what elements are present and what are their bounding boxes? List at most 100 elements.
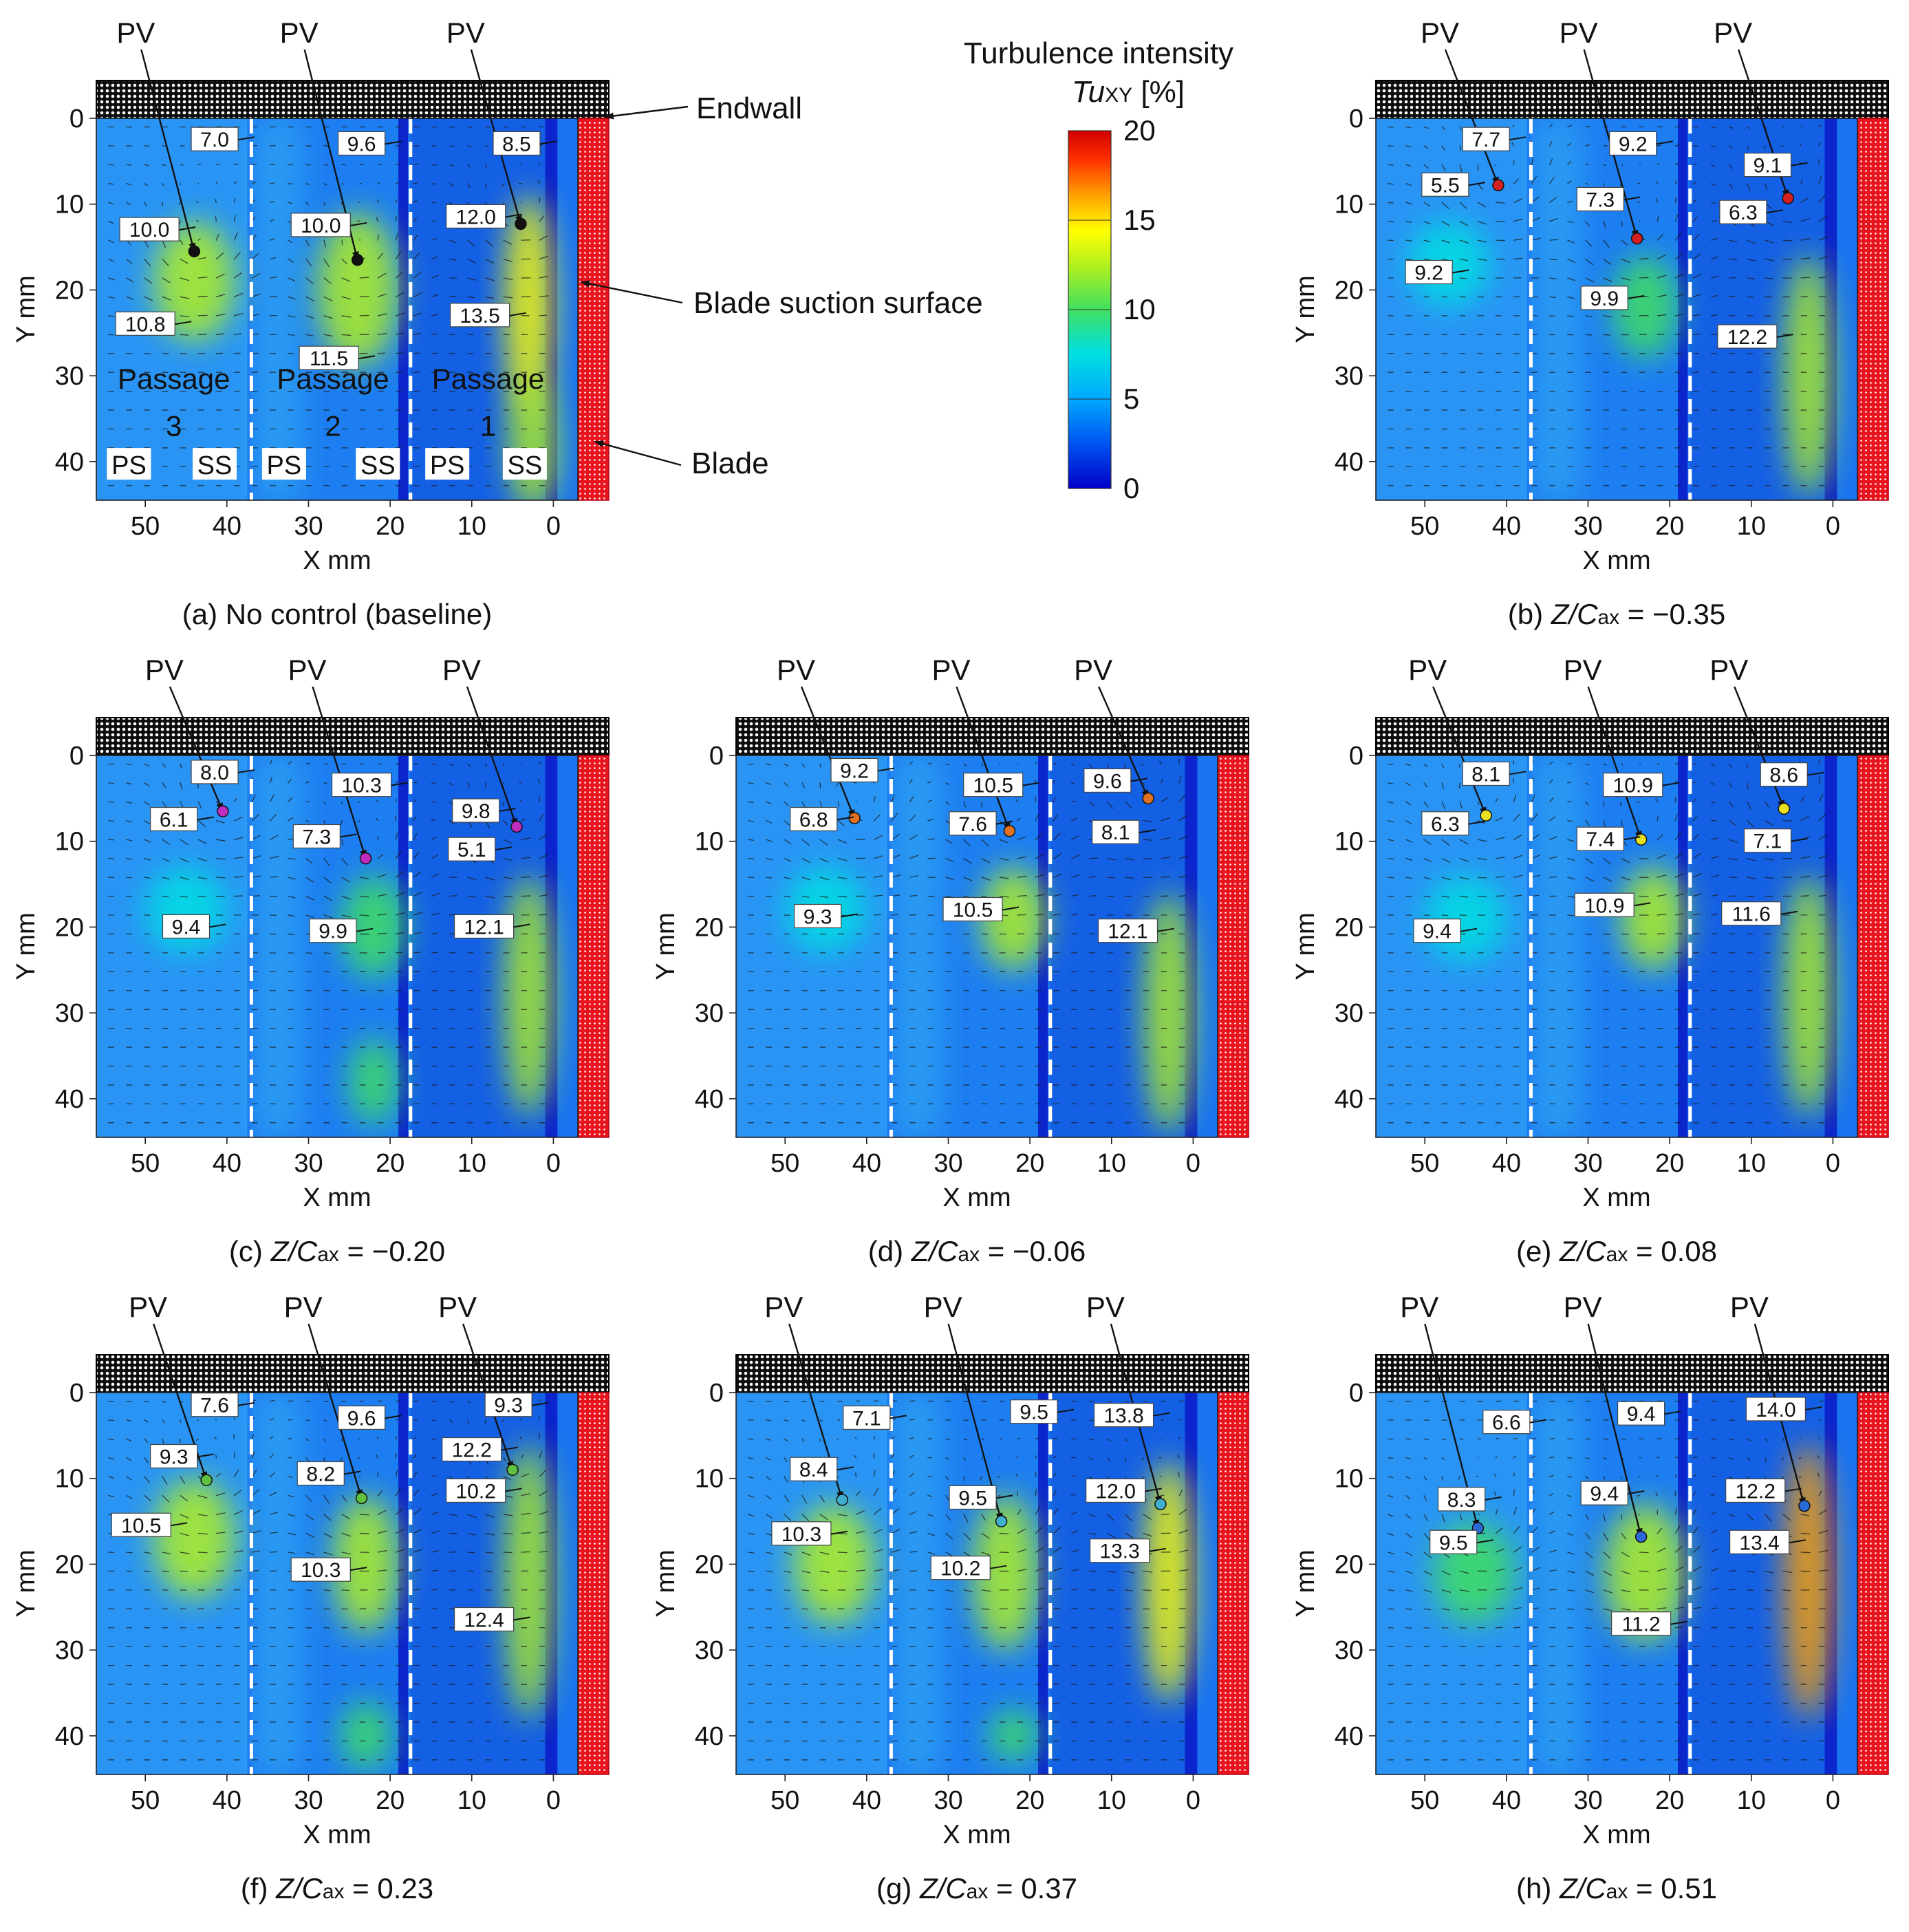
- vector: [766, 1552, 773, 1554]
- vector: [1053, 814, 1058, 822]
- vector: [1423, 126, 1429, 129]
- caption-prefix: (b): [1508, 598, 1551, 630]
- value-label: 12.2: [1735, 1480, 1775, 1503]
- vector: [1405, 1514, 1412, 1519]
- x-tick-label: 30: [294, 512, 323, 541]
- vector: [485, 239, 493, 247]
- vector: [1549, 158, 1553, 165]
- value-label: 7.4: [1586, 828, 1615, 851]
- vector: [1729, 782, 1732, 788]
- vector: [449, 763, 454, 766]
- vector: [467, 1552, 475, 1554]
- vector: [305, 1457, 309, 1461]
- vector: [1035, 1489, 1037, 1496]
- vector: [1800, 875, 1811, 878]
- x-axis-label: X mm: [1582, 1821, 1650, 1849]
- vector: [449, 258, 457, 261]
- value-label: 10.9: [1613, 775, 1653, 797]
- vector: [1782, 1514, 1791, 1521]
- value-label: 7.0: [200, 129, 229, 151]
- vector: [801, 858, 811, 863]
- vector: [376, 1454, 378, 1459]
- vector: [288, 761, 292, 765]
- vector: [108, 258, 115, 262]
- passage-number: 3: [166, 409, 182, 442]
- x-tick-label: 50: [770, 1149, 799, 1178]
- vector: [377, 164, 382, 165]
- vector: [395, 352, 403, 354]
- value-label-leader: [1468, 820, 1486, 825]
- vector: [1655, 798, 1658, 802]
- vector: [270, 219, 274, 222]
- vector: [1603, 1457, 1607, 1460]
- vector: [1567, 258, 1575, 263]
- vector: [784, 1552, 792, 1556]
- vector: [1441, 1570, 1451, 1576]
- vector: [431, 238, 438, 241]
- vector: [927, 781, 932, 784]
- vector: [108, 239, 114, 244]
- value-label-box: [790, 806, 838, 832]
- value-label-box: [1090, 1538, 1150, 1563]
- vector: [1070, 1588, 1079, 1591]
- value-label-box: [942, 897, 1003, 922]
- vector: [233, 1510, 243, 1515]
- vector: [1531, 813, 1538, 822]
- value-label-box: [930, 1556, 991, 1580]
- blade-strip: [577, 1392, 610, 1775]
- value-label: 12.4: [464, 1609, 504, 1632]
- value-label-leader: [178, 226, 196, 231]
- vector: [1161, 817, 1170, 822]
- vector: [981, 1589, 991, 1592]
- value-label-box: [446, 1478, 506, 1503]
- value-label-leader: [1664, 1410, 1681, 1415]
- hotspot: [504, 1443, 554, 1719]
- y-axis-label: Y mm: [1291, 912, 1320, 980]
- vortex-core-marker: [188, 245, 201, 258]
- vector: [1107, 1570, 1116, 1574]
- vector: [1818, 793, 1824, 802]
- vector: [484, 1419, 486, 1424]
- vector: [1692, 913, 1701, 916]
- value-label-leader: [1670, 1620, 1687, 1625]
- caption-value: = 0.08: [1628, 1235, 1717, 1267]
- vector: [1692, 893, 1702, 897]
- vector: [305, 1552, 314, 1556]
- vector: [980, 1476, 982, 1481]
- pv-label: PV: [924, 1291, 962, 1323]
- vector: [1657, 334, 1665, 335]
- value-label-box: [446, 204, 506, 229]
- vector: [485, 258, 495, 264]
- vector: [1710, 1548, 1718, 1553]
- vector: [503, 277, 513, 280]
- vector: [538, 779, 540, 784]
- vector: [1405, 221, 1412, 224]
- value-label-leader: [995, 1494, 1013, 1499]
- vector: [1531, 1607, 1539, 1609]
- caption-prefix: (g): [876, 1872, 920, 1904]
- vector: [305, 202, 310, 206]
- value-label: 9.5: [958, 1487, 987, 1510]
- vector: [1035, 1506, 1040, 1515]
- value-label-leader: [505, 213, 522, 218]
- vector: [801, 1495, 808, 1504]
- vector: [1178, 1509, 1187, 1515]
- vector: [1388, 164, 1394, 166]
- y-tick-label: 0: [1349, 742, 1363, 771]
- vector: [395, 912, 405, 916]
- vector: [1817, 1472, 1820, 1477]
- colorbar-tick-label: 0: [1123, 472, 1139, 504]
- vector: [1405, 1457, 1411, 1459]
- vector: [1674, 872, 1684, 878]
- vector: [855, 1530, 865, 1534]
- value-label-leader: [990, 1565, 1007, 1569]
- vector: [144, 782, 149, 786]
- vector: [197, 257, 206, 260]
- value-label: 10.9: [1584, 894, 1624, 917]
- value-label-box: [299, 345, 359, 370]
- vector: [1053, 1587, 1061, 1591]
- vector: [1639, 1552, 1649, 1554]
- vector: [162, 782, 166, 788]
- vector: [1477, 858, 1487, 860]
- vector: [1513, 178, 1519, 184]
